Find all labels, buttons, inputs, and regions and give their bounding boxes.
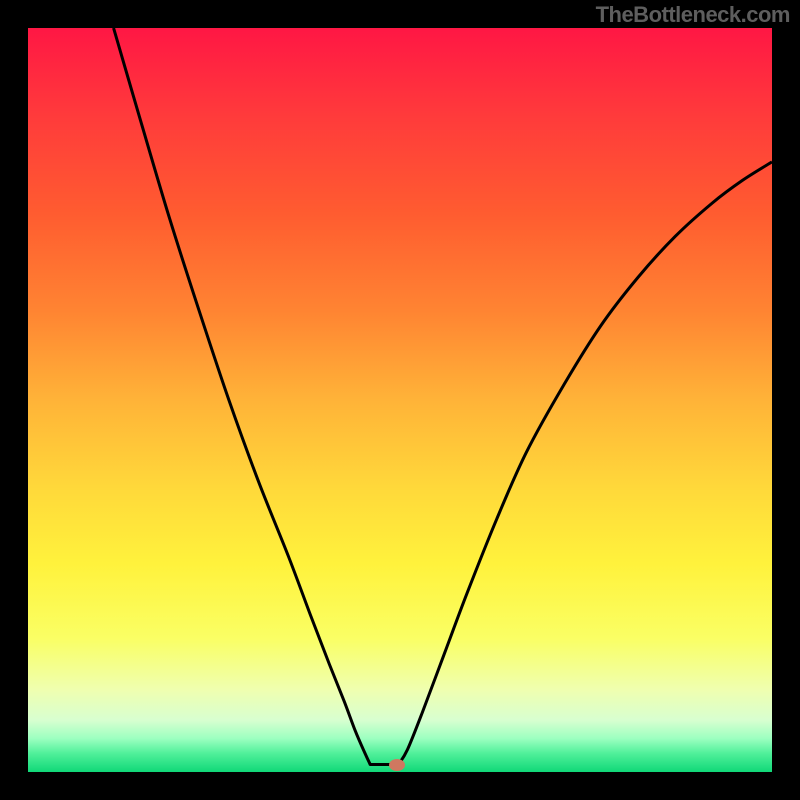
- curve-right-branch: [399, 162, 772, 765]
- watermark-text: TheBottleneck.com: [596, 2, 790, 28]
- outer-frame: TheBottleneck.com: [0, 0, 800, 800]
- optimum-marker: [389, 759, 405, 771]
- plot-area: [28, 28, 772, 772]
- bottleneck-curve: [28, 28, 772, 772]
- curve-left-branch: [114, 28, 371, 765]
